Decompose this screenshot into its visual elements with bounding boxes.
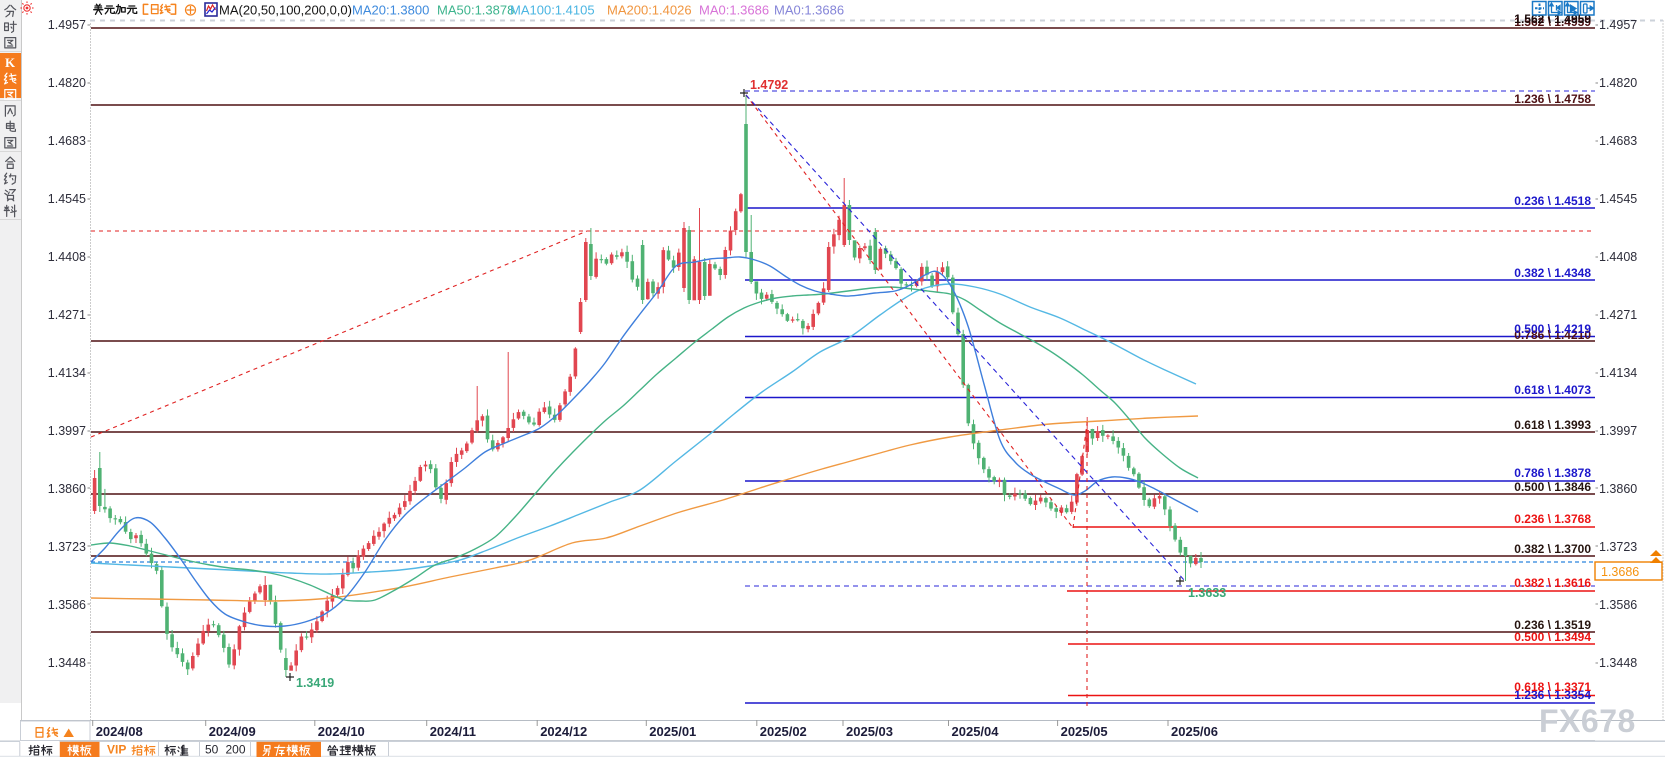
svg-text:1.4957: 1.4957	[1599, 18, 1637, 32]
svg-text:1.4820: 1.4820	[1599, 76, 1637, 90]
svg-text:1.3586: 1.3586	[1599, 598, 1637, 612]
svg-text:0.500 \ 1.4219: 0.500 \ 1.4219	[1514, 322, 1591, 336]
svg-text:1.3586: 1.3586	[48, 598, 86, 612]
svg-text:2025/02: 2025/02	[760, 724, 807, 739]
svg-text:MA200:1.4026: MA200:1.4026	[607, 3, 692, 18]
svg-text:1.3723: 1.3723	[1599, 540, 1637, 554]
svg-text:0.786 \ 1.3878: 0.786 \ 1.3878	[1514, 466, 1591, 480]
svg-text:1.3997: 1.3997	[1599, 424, 1637, 438]
svg-text:1.4408: 1.4408	[1599, 250, 1637, 264]
svg-text:MA20:1.3800: MA20:1.3800	[352, 3, 429, 18]
svg-text:1.4545: 1.4545	[1599, 192, 1637, 206]
svg-text:0.382 \ 1.3616: 0.382 \ 1.3616	[1514, 576, 1591, 590]
svg-text:2025/03: 2025/03	[846, 724, 893, 739]
svg-text:1.3448: 1.3448	[48, 656, 86, 670]
svg-text:1.4545: 1.4545	[48, 192, 86, 206]
svg-text:1.3997: 1.3997	[48, 424, 86, 438]
svg-text:1.4792: 1.4792	[750, 78, 788, 92]
svg-text:1.4271: 1.4271	[48, 308, 86, 322]
svg-text:0.618 \ 1.4073: 0.618 \ 1.4073	[1514, 383, 1591, 397]
svg-text:1.562 \ 1.4959: 1.562 \ 1.4959	[1514, 15, 1591, 29]
svg-text:MA50:1.3878: MA50:1.3878	[437, 3, 514, 18]
svg-text:FX678: FX678	[1539, 703, 1636, 739]
svg-text:1.4134: 1.4134	[1599, 366, 1637, 380]
svg-text:VIP: VIP	[107, 743, 126, 757]
svg-text:1.4820: 1.4820	[48, 76, 86, 90]
svg-text:1.3633: 1.3633	[1188, 586, 1226, 600]
svg-text:0.382 \ 1.4348: 0.382 \ 1.4348	[1514, 266, 1591, 280]
svg-text:1.236 \ 1.4758: 1.236 \ 1.4758	[1514, 92, 1591, 106]
svg-text:K: K	[5, 55, 16, 70]
svg-text:2024/12: 2024/12	[540, 724, 587, 739]
svg-text:1.3723: 1.3723	[48, 540, 86, 554]
svg-text:MA(20,50,100,200,0,0): MA(20,50,100,200,0,0)	[219, 3, 352, 18]
svg-text:0.236 \ 1.4518: 0.236 \ 1.4518	[1514, 194, 1591, 208]
svg-text:2025/05: 2025/05	[1061, 724, 1108, 739]
svg-text:0.500 \ 1.3494: 0.500 \ 1.3494	[1514, 630, 1591, 644]
svg-text:MA0:1.3686: MA0:1.3686	[699, 3, 769, 18]
svg-text:1.3860: 1.3860	[1599, 482, 1637, 496]
svg-text:0.500 \ 1.3846: 0.500 \ 1.3846	[1514, 480, 1591, 494]
svg-text:2024/11: 2024/11	[430, 724, 476, 739]
svg-text:MA100:1.4105: MA100:1.4105	[510, 3, 595, 18]
svg-text:1.4683: 1.4683	[1599, 134, 1637, 148]
svg-text:0.382 \ 1.3700: 0.382 \ 1.3700	[1514, 542, 1591, 556]
svg-text:0.618 \ 1.3371: 0.618 \ 1.3371	[1514, 680, 1591, 694]
svg-text:50: 50	[205, 743, 219, 757]
svg-text:1.4957: 1.4957	[48, 18, 86, 32]
svg-text:2024/10: 2024/10	[318, 724, 365, 739]
svg-text:1.3860: 1.3860	[48, 482, 86, 496]
svg-text:2025/06: 2025/06	[1171, 724, 1218, 739]
svg-text:1.4271: 1.4271	[1599, 308, 1637, 322]
svg-text:2025/01: 2025/01	[649, 724, 696, 739]
svg-text:1.4134: 1.4134	[48, 366, 86, 380]
svg-text:0.236 \ 1.3519: 0.236 \ 1.3519	[1514, 618, 1591, 632]
svg-text:1.4683: 1.4683	[48, 134, 86, 148]
svg-text:2024/08: 2024/08	[96, 724, 143, 739]
svg-text:1.3686: 1.3686	[1601, 565, 1639, 579]
svg-text:0.786 \ 1.4210: 0.786 \ 1.4210	[1514, 328, 1591, 342]
svg-text:0.236 \ 1.3768: 0.236 \ 1.3768	[1514, 512, 1591, 526]
svg-text:0.618 \ 1.3993: 0.618 \ 1.3993	[1514, 418, 1591, 432]
svg-text:1.236 \ 1.3354: 1.236 \ 1.3354	[1514, 688, 1591, 702]
svg-text:2025/04: 2025/04	[952, 724, 1000, 739]
svg-text:1.3448: 1.3448	[1599, 656, 1637, 670]
svg-text:1.3419: 1.3419	[296, 676, 334, 690]
svg-text:200: 200	[226, 743, 246, 757]
svg-text:2024/09: 2024/09	[209, 724, 256, 739]
svg-text:MA0:1.3686: MA0:1.3686	[774, 3, 844, 18]
svg-text:1.4408: 1.4408	[48, 250, 86, 264]
